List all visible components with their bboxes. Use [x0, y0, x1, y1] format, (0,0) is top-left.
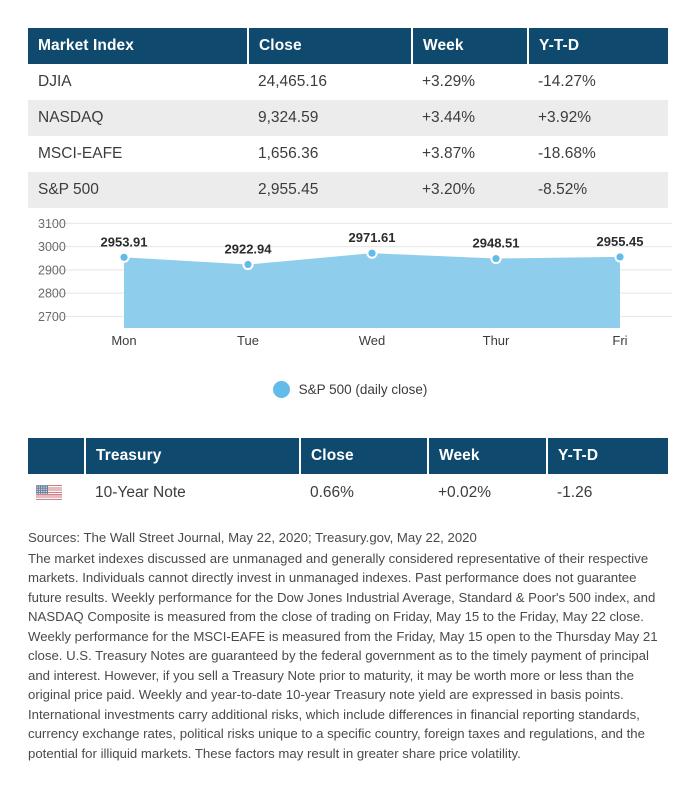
cell-treasury-week: +0.02%	[428, 474, 547, 512]
column-header-market-index: Market Index	[28, 28, 249, 64]
column-header-ytd: Y-T-D	[528, 28, 668, 64]
cell-index-ytd: -14.27%	[528, 64, 668, 100]
table-row: S&P 500 2,955.45 +3.20% -8.52%	[28, 172, 668, 208]
cell-index-ytd: +3.92%	[528, 100, 668, 136]
cell-index-name: S&P 500	[28, 172, 248, 208]
treasury-table-body: 10-Year Note 0.66% +0.02% -1.26	[28, 474, 668, 512]
cell-index-name: DJIA	[28, 64, 248, 100]
chart-data-label: 2922.94	[225, 241, 273, 256]
chart-data-point	[366, 247, 378, 259]
sp500-weekly-chart: 2700 2800 2900 3000 3100 2953.91 2922.94 2971.6…	[20, 206, 680, 411]
chart-area-series	[124, 253, 620, 328]
cell-index-close: 24,465.16	[248, 64, 412, 100]
treasury-table-head: Treasury Close Week Y-T-D	[28, 438, 668, 474]
chart-y-tick-label: 2900	[38, 263, 66, 277]
chart-svg: 2700 2800 2900 3000 3100 2953.91 2922.94 2971.6…	[38, 217, 672, 348]
legend-label-sp500: S&P 500 (daily close)	[298, 382, 428, 397]
chart-data-point	[118, 251, 130, 263]
treasury-table: Treasury Close Week Y-T-D 10-Year Note 0…	[28, 438, 668, 512]
market-index-table: Market Index Close Week Y-T-D DJIA 24,46…	[28, 28, 668, 208]
cell-treasury-name: 10-Year Note	[85, 474, 300, 512]
chart-plot-area: 2700 2800 2900 3000 3100 2953.91 2922.94 2971.6…	[20, 206, 680, 356]
cell-treasury-ytd: -1.26	[547, 474, 668, 512]
chart-x-tick-label: Mon	[111, 333, 136, 348]
sources-line: Sources: The Wall Street Journal, May 22…	[28, 530, 477, 545]
chart-data-point	[242, 258, 254, 271]
column-header-ytd: Y-T-D	[547, 438, 668, 474]
cell-index-week: +3.44%	[412, 100, 528, 136]
cell-index-ytd: -18.68%	[528, 136, 668, 172]
column-header-week: Week	[428, 438, 548, 474]
chart-data-label: 2971.61	[349, 230, 396, 245]
chart-y-tick-label: 3100	[38, 217, 66, 231]
cell-index-week: +3.29%	[412, 64, 528, 100]
column-header-treasury: Treasury	[85, 438, 301, 474]
cell-index-close: 1,656.36	[248, 136, 412, 172]
table-row: NASDAQ 9,324.59 +3.44% +3.92%	[28, 100, 668, 136]
us-flag-icon	[36, 485, 62, 501]
market-index-table-body: DJIA 24,465.16 +3.29% -14.27% NASDAQ 9,3…	[28, 64, 668, 208]
chart-data-point	[614, 251, 626, 263]
cell-index-close: 2,955.45	[248, 172, 412, 208]
column-header-flag	[28, 438, 86, 474]
chart-data-point	[490, 252, 502, 265]
chart-data-label: 2955.45	[597, 234, 644, 249]
column-header-week: Week	[412, 28, 529, 64]
legend-swatch-icon	[272, 381, 290, 398]
column-header-close: Close	[300, 438, 429, 474]
cell-index-week: +3.87%	[412, 136, 528, 172]
market-index-table-head: Market Index Close Week Y-T-D	[28, 28, 668, 64]
chart-x-tick-label: Wed	[359, 333, 386, 348]
table-header-row: Treasury Close Week Y-T-D	[28, 438, 668, 474]
chart-x-tick-label: Tue	[237, 333, 259, 348]
cell-index-close: 9,324.59	[248, 100, 412, 136]
chart-x-tick-label: Fri	[612, 333, 627, 348]
cell-index-name: NASDAQ	[28, 100, 248, 136]
chart-x-tick-label: Thur	[483, 333, 510, 348]
chart-legend: S&P 500 (daily close)	[20, 381, 680, 398]
chart-y-tick-label: 2800	[38, 287, 66, 301]
cell-index-week: +3.20%	[412, 172, 528, 208]
cell-index-ytd: -8.52%	[528, 172, 668, 208]
chart-y-tick-label: 2700	[38, 310, 66, 324]
table-row: 10-Year Note 0.66% +0.02% -1.26	[28, 474, 668, 512]
table-row: MSCI-EAFE 1,656.36 +3.87% -18.68%	[28, 136, 668, 172]
chart-y-tick-label: 3000	[38, 240, 66, 254]
cell-index-name: MSCI-EAFE	[28, 136, 248, 172]
flag-stars	[36, 485, 48, 494]
table-header-row: Market Index Close Week Y-T-D	[28, 28, 668, 64]
table-row: DJIA 24,465.16 +3.29% -14.27%	[28, 64, 668, 100]
chart-data-label: 2953.91	[101, 234, 148, 249]
cell-treasury-close: 0.66%	[300, 474, 428, 512]
column-header-close: Close	[248, 28, 413, 64]
chart-data-label: 2948.51	[473, 236, 520, 251]
cell-flag	[28, 474, 85, 512]
disclaimer-block: Sources: The Wall Street Journal, May 22…	[28, 528, 673, 763]
disclaimer-text: The market indexes discussed are unmanag…	[28, 550, 658, 761]
